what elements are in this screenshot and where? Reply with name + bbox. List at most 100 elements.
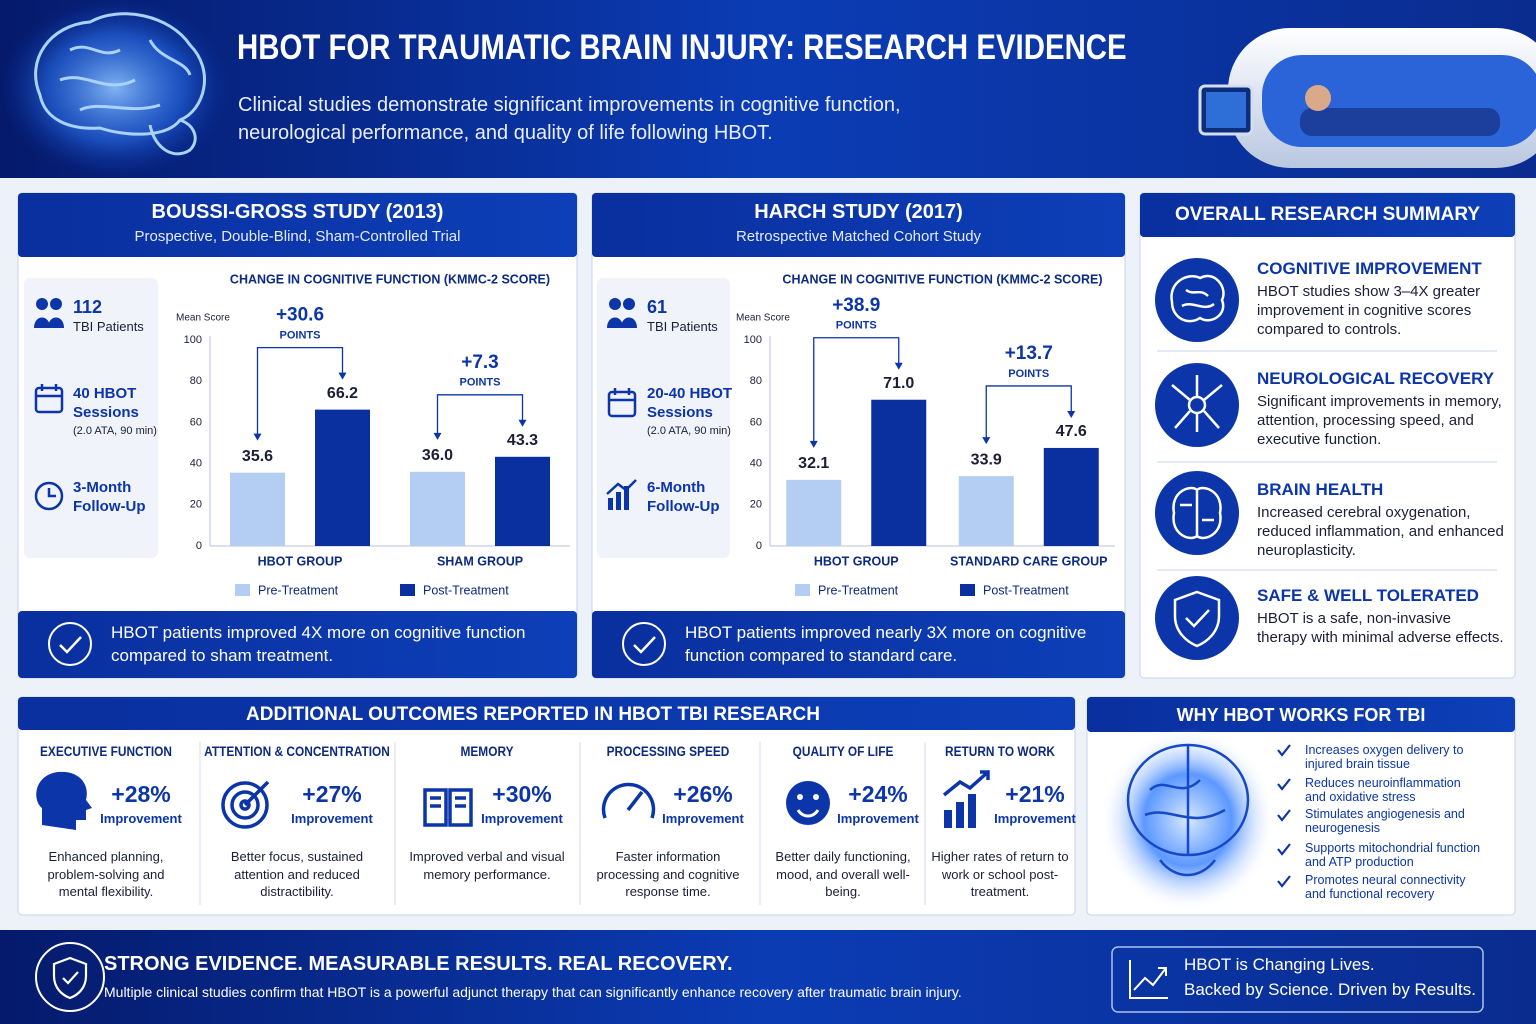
outcome-title: EXECUTIVE FUNCTION <box>39 744 173 759</box>
annotation-value: +30.6 <box>276 305 324 326</box>
x-tick-label: SHAM GROUP <box>437 554 523 568</box>
value-label: 36.0 <box>422 447 453 464</box>
annotation-bracket <box>813 337 900 442</box>
chart-title: CHANGE IN COGNITIVE FUNCTION (KMMC-2 SCO… <box>782 272 1102 286</box>
legend-swatch <box>795 584 810 596</box>
bar <box>495 456 550 546</box>
chart: CHANGE IN COGNITIVE FUNCTION (KMMC-2 SCO… <box>736 272 1115 597</box>
outcome-text: Improved verbal and visual memory perfor… <box>409 849 565 882</box>
fact-main: 6-Month Follow-Up <box>647 479 720 515</box>
study-fact: 3-Month Follow-Up <box>73 478 165 516</box>
legend-swatch <box>960 584 975 596</box>
outcome-title: ATTENTION & CONCENTRATION <box>204 744 390 759</box>
value-label: 35.6 <box>242 448 273 465</box>
outcome-unit: Improvement <box>291 811 373 826</box>
footer-text: Multiple clinical studies confirm that H… <box>104 984 962 1000</box>
annotation-bracket <box>985 385 1072 439</box>
y-tick-label: 60 <box>750 416 762 428</box>
value-label: 66.2 <box>327 385 358 402</box>
y-tick-label: 60 <box>190 416 202 428</box>
why-item: Supports mitochondrial function and ATP … <box>1305 841 1481 869</box>
bar <box>315 409 370 546</box>
why-item: Stimulates angiogenesis and neurogenesis <box>1305 807 1465 835</box>
summary-item-text: HBOT studies show 3–4X greater improveme… <box>1257 283 1481 338</box>
bar <box>871 399 927 546</box>
summary-item-title: BRAIN HEALTH <box>1257 480 1384 499</box>
annotation-bracket <box>436 394 524 434</box>
fact-sub: (2.0 ATA, 90 min) <box>73 425 157 437</box>
outcome-value: +26% <box>673 781 733 807</box>
study-fact: 61 TBI Patients <box>647 297 739 335</box>
y-tick-label: 0 <box>196 540 202 552</box>
page-title: HBOT FOR TRAUMATIC BRAIN INJURY: RESEARC… <box>237 28 1127 67</box>
y-tick-label: 40 <box>190 458 202 470</box>
outcome-text: Better daily functioning, mood, and over… <box>775 849 911 899</box>
summary-item-text: Increased cerebral oxygenation, reduced … <box>1257 504 1504 559</box>
outcome-text: Faster information processing and cognit… <box>596 849 740 899</box>
why-item: Promotes neural connectivity and functio… <box>1305 873 1466 901</box>
page-subtitle: Clinical studies demonstrate significant… <box>238 94 901 116</box>
outcome-unit: Improvement <box>837 811 919 826</box>
study-fact: 40 HBOT Sessions (2.0 ATA, 90 min) <box>73 384 165 437</box>
legend-label: Post-Treatment <box>423 583 509 597</box>
outcome-text: Higher rates of return to work or school… <box>931 849 1069 899</box>
value-label: 43.3 <box>507 432 538 449</box>
annotation-bracket <box>256 346 344 435</box>
study-title: HARCH STUDY (2017) <box>754 201 963 223</box>
bar <box>786 479 842 546</box>
legend-swatch <box>235 584 250 596</box>
outcome-text: Enhanced planning, problem-solving and m… <box>47 849 165 899</box>
chart-title: CHANGE IN COGNITIVE FUNCTION (KMMC-2 SCO… <box>230 272 550 286</box>
y-tick-label: 80 <box>750 375 762 387</box>
outcome-title: RETURN TO WORK <box>945 744 1055 759</box>
annotation-text: POINTS <box>280 330 321 342</box>
footer-badge-text: Backed by Science. Driven by Results. <box>1184 980 1476 999</box>
summary-title: OVERALL RESEARCH SUMMARY <box>1174 204 1481 225</box>
outcomes-title: ADDITIONAL OUTCOMES REPORTED IN HBOT TBI… <box>246 704 820 725</box>
why-title: WHY HBOT WORKS FOR TBI <box>1176 705 1426 725</box>
page-subtitle: neurological performance, and quality of… <box>238 122 773 144</box>
outcome-unit: Improvement <box>100 811 182 826</box>
fact-main: 40 HBOT Sessions <box>73 385 139 421</box>
footer-badge-text: HBOT is Changing Lives. <box>1184 955 1375 974</box>
x-tick-label: STANDARD CARE GROUP <box>950 554 1107 568</box>
y-axis-label: Mean Score <box>736 313 790 324</box>
summary-item-title: COGNITIVE IMPROVEMENT <box>1257 259 1482 278</box>
annotation-text: POINTS <box>1008 368 1049 380</box>
study-subtitle: Retrospective Matched Cohort Study <box>735 228 982 245</box>
value-label: 71.0 <box>883 375 914 392</box>
outcome-value: +24% <box>848 781 908 807</box>
why-item: Reduces neuroinflammation and oxidative … <box>1305 776 1461 804</box>
outcome-title: MEMORY <box>460 744 514 759</box>
annotation-value: +38.9 <box>832 295 880 316</box>
y-tick-label: 80 <box>190 375 202 387</box>
bar <box>230 472 285 546</box>
legend-swatch <box>400 584 415 596</box>
bar <box>1043 447 1099 546</box>
outcome-unit: Improvement <box>662 811 744 826</box>
outcome-value: +21% <box>1005 781 1065 807</box>
x-tick-label: HBOT GROUP <box>814 554 899 568</box>
y-tick-label: 20 <box>750 499 762 511</box>
annotation-value: +7.3 <box>461 352 499 373</box>
outcome-title: QUALITY OF LIFE <box>792 744 894 759</box>
study-fact: 112 TBI Patients <box>73 298 165 335</box>
legend-label: Pre-Treatment <box>258 583 339 597</box>
annotation-text: POINTS <box>460 377 501 389</box>
study-fact: 6-Month Follow-Up <box>647 478 739 516</box>
value-label: 47.6 <box>1056 423 1087 440</box>
outcome-unit: Improvement <box>481 811 563 826</box>
y-tick-label: 20 <box>190 499 202 511</box>
annotation-value: +13.7 <box>1005 343 1053 364</box>
annotation-text: POINTS <box>836 320 877 332</box>
x-tick-label: HBOT GROUP <box>258 554 343 568</box>
study-conclusion: HBOT patients improved 4X more on cognit… <box>111 623 526 665</box>
fact-main: 61 <box>647 297 668 317</box>
outcome-value: +30% <box>492 781 552 807</box>
y-tick-label: 100 <box>744 334 762 346</box>
summary-item-title: NEUROLOGICAL RECOVERY <box>1257 369 1495 388</box>
fact-sub: TBI Patients <box>73 319 144 334</box>
value-label: 33.9 <box>971 451 1002 468</box>
